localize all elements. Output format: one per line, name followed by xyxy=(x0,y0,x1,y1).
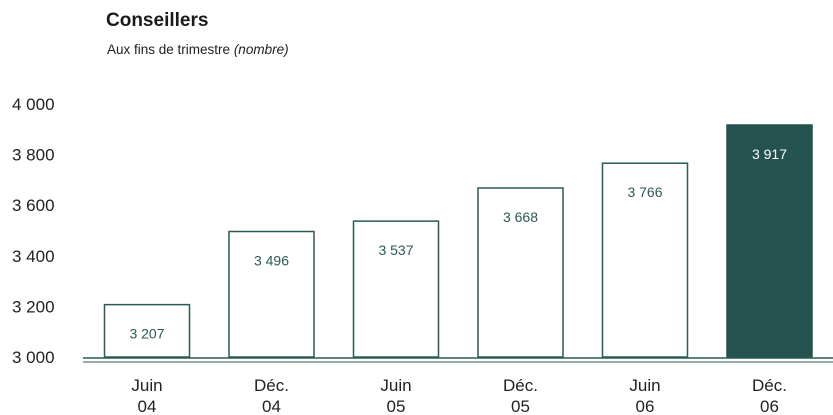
x-tick-label: 05 xyxy=(511,397,530,415)
x-tick-label: Juin xyxy=(629,376,660,395)
x-tick-label: 04 xyxy=(138,397,157,415)
y-tick-label: 3 800 xyxy=(12,146,55,165)
data-label: 3 917 xyxy=(752,146,787,162)
x-tick-label: 06 xyxy=(636,397,655,415)
y-tick-label: 4 000 xyxy=(12,95,55,114)
bar xyxy=(477,187,564,358)
bar xyxy=(352,220,440,358)
data-label: 3 668 xyxy=(503,209,538,225)
x-tick-label: Déc. xyxy=(503,376,538,395)
x-tick-label: 04 xyxy=(262,397,281,415)
x-tick-label: Juin xyxy=(131,376,162,395)
data-label: 3 496 xyxy=(254,253,289,269)
y-tick-label: 3 000 xyxy=(12,348,55,367)
bar xyxy=(228,230,315,358)
bar xyxy=(726,124,813,358)
y-tick-label: 3 400 xyxy=(12,247,55,266)
x-tick-label: Déc. xyxy=(254,376,289,395)
data-label: 3 537 xyxy=(378,242,413,258)
bar xyxy=(601,162,689,358)
chart-subtitle: Aux fins de trimestre (nombre) xyxy=(107,42,289,57)
x-tick-label: 05 xyxy=(387,397,406,415)
y-tick-label: 3 200 xyxy=(12,297,55,316)
chart-title: Conseillers xyxy=(106,10,209,31)
y-tick-label: 3 600 xyxy=(12,196,55,215)
data-label: 3 766 xyxy=(627,184,662,200)
subtitle-text: Aux fins de trimestre xyxy=(107,42,231,57)
x-tick-label: Juin xyxy=(380,376,411,395)
bar xyxy=(103,303,191,358)
x-tick-label: 06 xyxy=(760,397,779,415)
x-tick-label: Déc. xyxy=(752,376,787,395)
data-label: 3 207 xyxy=(129,326,164,342)
subtitle-unit: (nombre) xyxy=(233,42,289,57)
